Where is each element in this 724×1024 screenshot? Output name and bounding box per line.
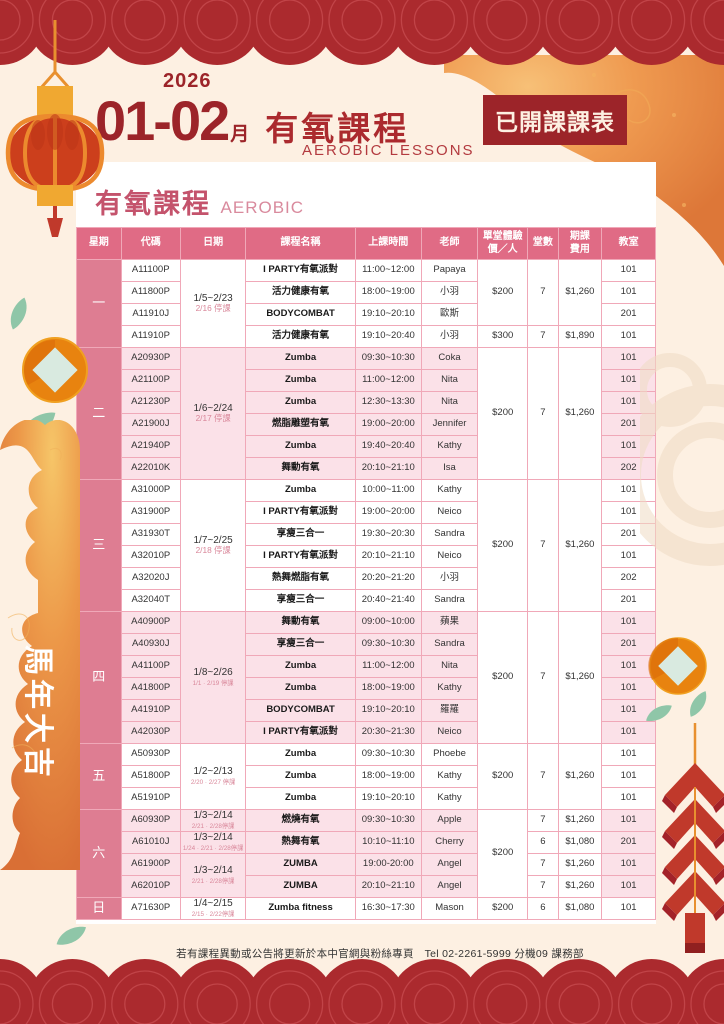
svg-text:馬年大吉: 馬年大吉: [21, 645, 54, 781]
